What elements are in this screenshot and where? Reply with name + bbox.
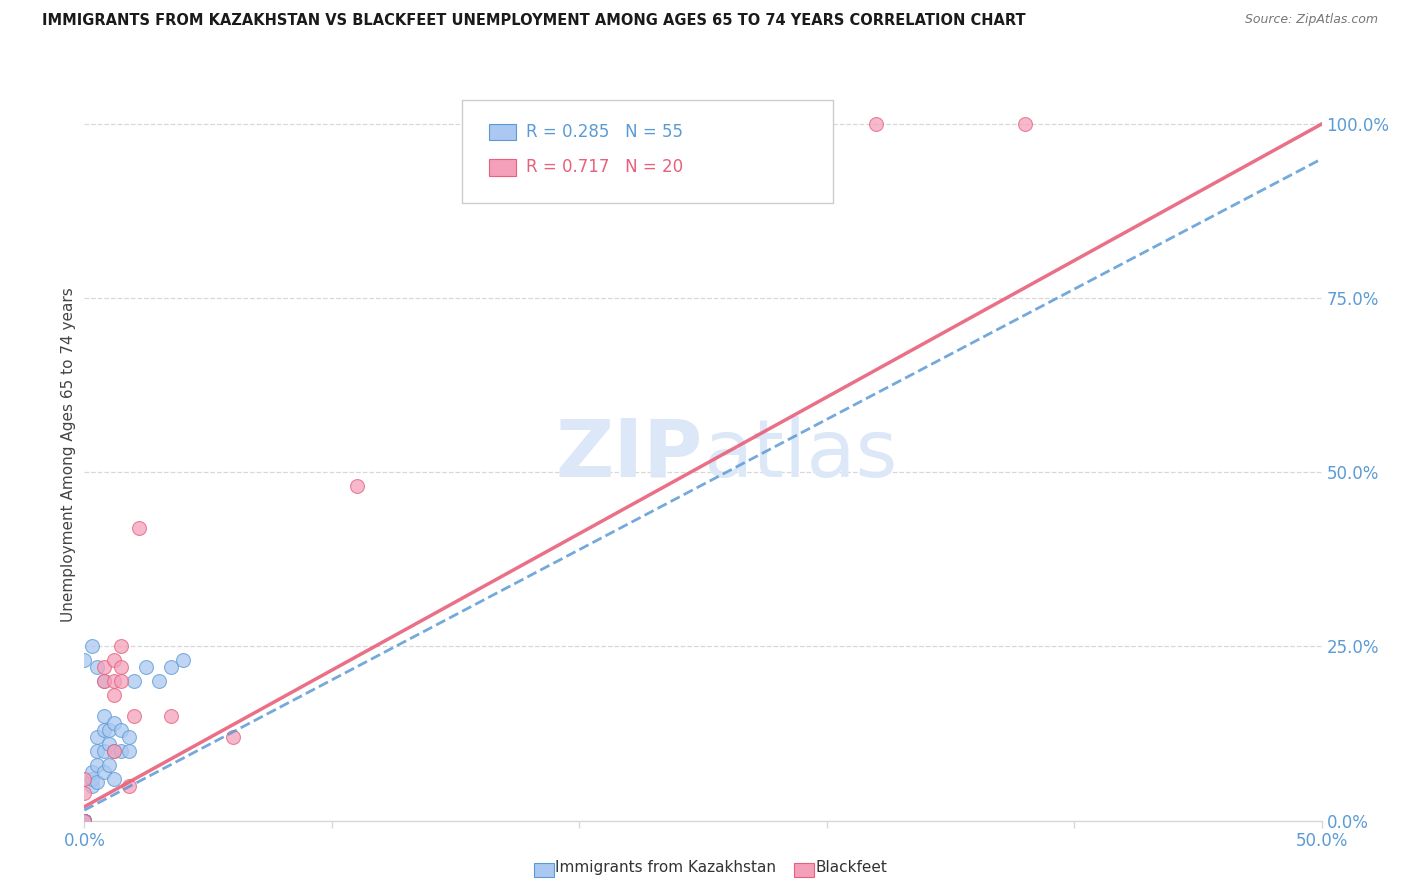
Point	[93, 660, 115, 674]
Point	[73, 814, 96, 828]
Point	[80, 764, 103, 779]
Point	[93, 674, 115, 689]
Point	[110, 744, 132, 758]
Point	[103, 674, 125, 689]
Point	[73, 786, 96, 800]
Point	[80, 772, 103, 786]
Point	[86, 660, 108, 674]
Point	[86, 758, 108, 772]
Point	[73, 814, 96, 828]
Point	[73, 653, 96, 667]
Point	[122, 709, 145, 723]
Point	[128, 521, 150, 535]
Point	[73, 814, 96, 828]
Point	[73, 814, 96, 828]
Point	[118, 779, 141, 793]
Point	[73, 814, 96, 828]
Point	[103, 653, 125, 667]
Point	[73, 814, 96, 828]
Point	[73, 814, 96, 828]
FancyBboxPatch shape	[489, 124, 516, 140]
Point	[148, 674, 170, 689]
Point	[73, 814, 96, 828]
Point	[93, 723, 115, 737]
Point	[110, 640, 132, 654]
Point	[73, 814, 96, 828]
Point	[80, 779, 103, 793]
Point	[73, 814, 96, 828]
Point	[86, 744, 108, 758]
Point	[135, 660, 157, 674]
Point	[172, 653, 194, 667]
Point	[73, 814, 96, 828]
Point	[160, 660, 183, 674]
Point	[103, 772, 125, 786]
Text: ZIP: ZIP	[555, 416, 703, 494]
Point	[73, 814, 96, 828]
Point	[73, 814, 96, 828]
Point	[122, 674, 145, 689]
Point	[98, 758, 121, 772]
Point	[98, 723, 121, 737]
Point	[865, 117, 887, 131]
Point	[73, 814, 96, 828]
Point	[103, 744, 125, 758]
Text: R = 0.717   N = 20: R = 0.717 N = 20	[526, 159, 683, 177]
Text: IMMIGRANTS FROM KAZAKHSTAN VS BLACKFEET UNEMPLOYMENT AMONG AGES 65 TO 74 YEARS C: IMMIGRANTS FROM KAZAKHSTAN VS BLACKFEET …	[42, 13, 1026, 29]
Point	[93, 744, 115, 758]
Point	[73, 814, 96, 828]
Y-axis label: Unemployment Among Ages 65 to 74 years: Unemployment Among Ages 65 to 74 years	[60, 287, 76, 623]
Point	[86, 730, 108, 744]
Text: atlas: atlas	[703, 416, 897, 494]
Point	[118, 744, 141, 758]
Point	[110, 723, 132, 737]
Point	[118, 730, 141, 744]
Point	[73, 814, 96, 828]
Point	[103, 744, 125, 758]
Text: R = 0.285   N = 55: R = 0.285 N = 55	[526, 122, 683, 141]
Point	[73, 814, 96, 828]
Point	[110, 674, 132, 689]
Point	[80, 640, 103, 654]
Point	[73, 814, 96, 828]
Point	[110, 660, 132, 674]
Text: Immigrants from Kazakhstan: Immigrants from Kazakhstan	[555, 861, 776, 875]
Point	[73, 814, 96, 828]
Point	[103, 716, 125, 731]
Point	[73, 814, 96, 828]
Point	[73, 814, 96, 828]
Point	[86, 775, 108, 789]
Point	[346, 479, 368, 493]
Point	[160, 709, 183, 723]
FancyBboxPatch shape	[461, 100, 832, 202]
Point	[1014, 117, 1036, 131]
Point	[73, 814, 96, 828]
Point	[93, 709, 115, 723]
Text: Source: ZipAtlas.com: Source: ZipAtlas.com	[1244, 13, 1378, 27]
Point	[103, 688, 125, 702]
Point	[73, 814, 96, 828]
Point	[73, 814, 96, 828]
Point	[93, 764, 115, 779]
Point	[98, 737, 121, 751]
Point	[73, 814, 96, 828]
Text: Blackfeet: Blackfeet	[815, 861, 887, 875]
Point	[93, 674, 115, 689]
Point	[73, 772, 96, 786]
Point	[73, 814, 96, 828]
FancyBboxPatch shape	[489, 160, 516, 176]
Point	[222, 730, 245, 744]
